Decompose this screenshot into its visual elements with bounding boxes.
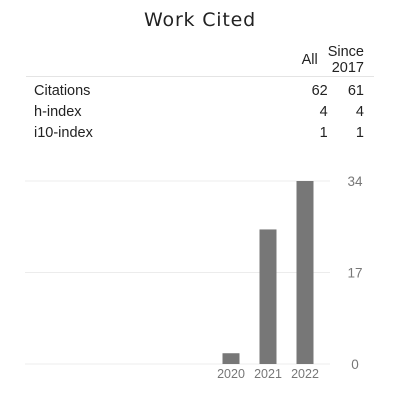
bar-2020[interactable]	[222, 353, 240, 364]
y-tick-label: 17	[347, 266, 362, 281]
x-tick-label-2021: 2021	[254, 367, 282, 381]
stats-header-all[interactable]: All	[142, 44, 328, 77]
stats-header-blank	[26, 44, 143, 77]
chart-bars	[222, 181, 314, 364]
stats-row-citations: Citations 62 61	[26, 77, 374, 102]
stats-value-all: 4	[319, 103, 328, 120]
stats-value-since: 4	[355, 103, 364, 120]
stats-value-all: 1	[319, 124, 328, 141]
stats-value-since: 61	[347, 82, 364, 99]
bar-2022[interactable]	[296, 181, 314, 364]
stats-header-row: All Since 2017	[26, 44, 374, 77]
bar-2021[interactable]	[259, 229, 277, 364]
citation-stats-table: All Since 2017 Citations 62 61 h-index 4…	[26, 44, 374, 143]
stats-value-all: 62	[311, 82, 328, 99]
stats-row-i10-index: i10-index 1 1	[26, 122, 374, 143]
stats-header-since[interactable]: Since 2017	[327, 44, 374, 77]
page-title: Work Cited	[144, 9, 256, 31]
stats-row-label[interactable]: h-index	[34, 103, 82, 120]
stats-row-label[interactable]: i10-index	[34, 124, 93, 141]
chart-x-ticks: 2020 2021 2022	[217, 367, 319, 381]
stats-row-h-index: h-index 4 4	[26, 101, 374, 122]
stats-value-since: 1	[355, 124, 364, 141]
chart-y-ticks: 34 17 0	[347, 174, 363, 372]
chart-gridlines	[25, 180, 330, 365]
stats-row-label[interactable]: Citations	[34, 82, 91, 99]
x-tick-label-2020: 2020	[217, 367, 245, 381]
y-tick-label: 0	[351, 357, 359, 372]
y-tick-label: 34	[347, 174, 363, 189]
x-tick-label-2022: 2022	[291, 367, 319, 381]
